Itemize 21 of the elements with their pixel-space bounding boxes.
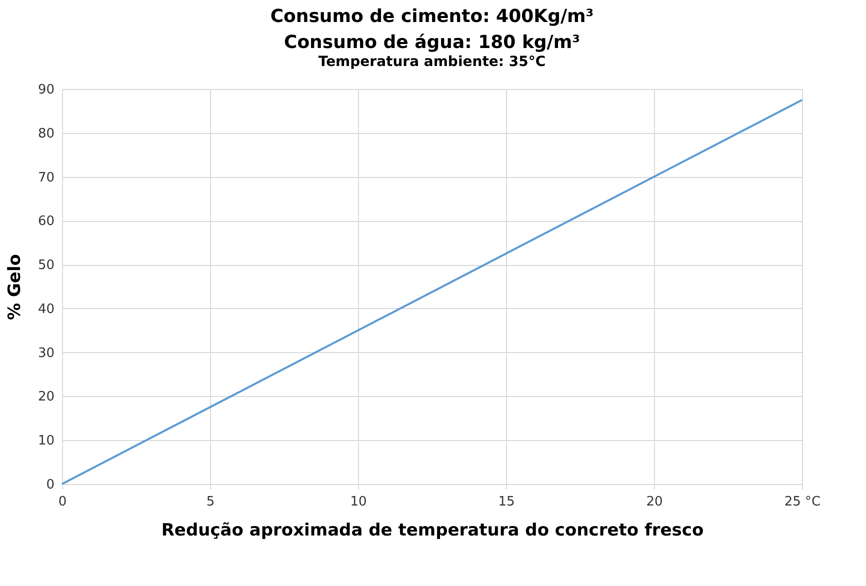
x-tick-label: 20: [646, 494, 663, 510]
chart-title: Consumo de cimento: 400Kg/m³ Consumo de água: 180 kg/m³: [270, 6, 594, 53]
x-tick-label: 25 °C: [784, 494, 821, 510]
y-tick-label: 60: [38, 214, 54, 230]
y-tick-label: 50: [38, 258, 54, 274]
chart-subtitle: Temperatura ambiente: 35°C: [318, 54, 546, 70]
y-tick-label: 20: [38, 390, 54, 405]
y-tick-label: 10: [38, 434, 54, 449]
y-tick-label: 30: [38, 346, 54, 361]
x-tick-label: 5: [206, 494, 215, 510]
x-tick-label: 10: [350, 494, 367, 510]
line-series: [61, 98, 803, 485]
x-tick-label: 15: [498, 494, 515, 510]
x-axis-title: Redução aproximada de temperatura do concreto fresco: [161, 520, 704, 540]
y-axis-title: % Gelo: [4, 254, 25, 320]
x-tick-label: 0: [58, 494, 67, 510]
y-tick-label: 80: [38, 126, 54, 142]
y-tick-label: 40: [38, 302, 54, 317]
y-tick-label: 70: [38, 170, 54, 186]
y-tick-label: 90: [38, 82, 54, 98]
y-tick-label: 0: [46, 478, 54, 492]
